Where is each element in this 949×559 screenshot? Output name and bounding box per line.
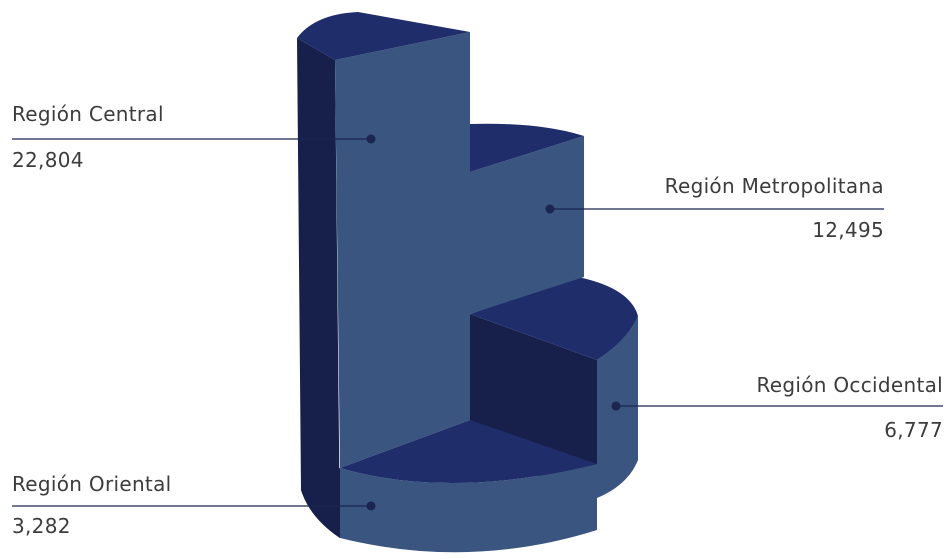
label-oriental: Región Oriental [12,472,171,496]
slice-central-top [297,12,470,60]
callout-oriental: Región Oriental 3,282 [12,472,376,538]
label-central: Región Central [12,102,164,126]
leader-dot-occidental [611,401,621,411]
slice-central-left-wall [297,38,340,538]
leader-dot-oriental [366,501,376,511]
callout-central: Región Central 22,804 [12,102,376,172]
slice-central-front [335,32,470,468]
label-occidental: Región Occidental [756,373,943,397]
value-metropolitana: 12,495 [812,218,884,242]
slice-oriental-top [340,420,597,484]
slice-metropolitana-front [470,136,584,314]
callout-metropolitana: Región Metropolitana 12,495 [545,174,884,242]
slice-metropolitana [470,123,584,314]
value-oriental: 3,282 [12,514,71,538]
value-central: 22,804 [12,148,84,172]
slice-oriental-left-wall [301,468,340,538]
slice-oriental [301,420,597,553]
slice-oriental-front [340,464,597,553]
value-occidental: 6,777 [884,418,943,442]
callout-occidental: Región Occidental 6,777 [611,373,943,442]
label-metropolitana: Región Metropolitana [665,174,884,198]
leader-dot-metropolitana [545,204,555,214]
leader-dot-central [366,134,376,144]
slice-occidental-top [470,277,638,360]
slice-metropolitana-top [470,123,584,172]
